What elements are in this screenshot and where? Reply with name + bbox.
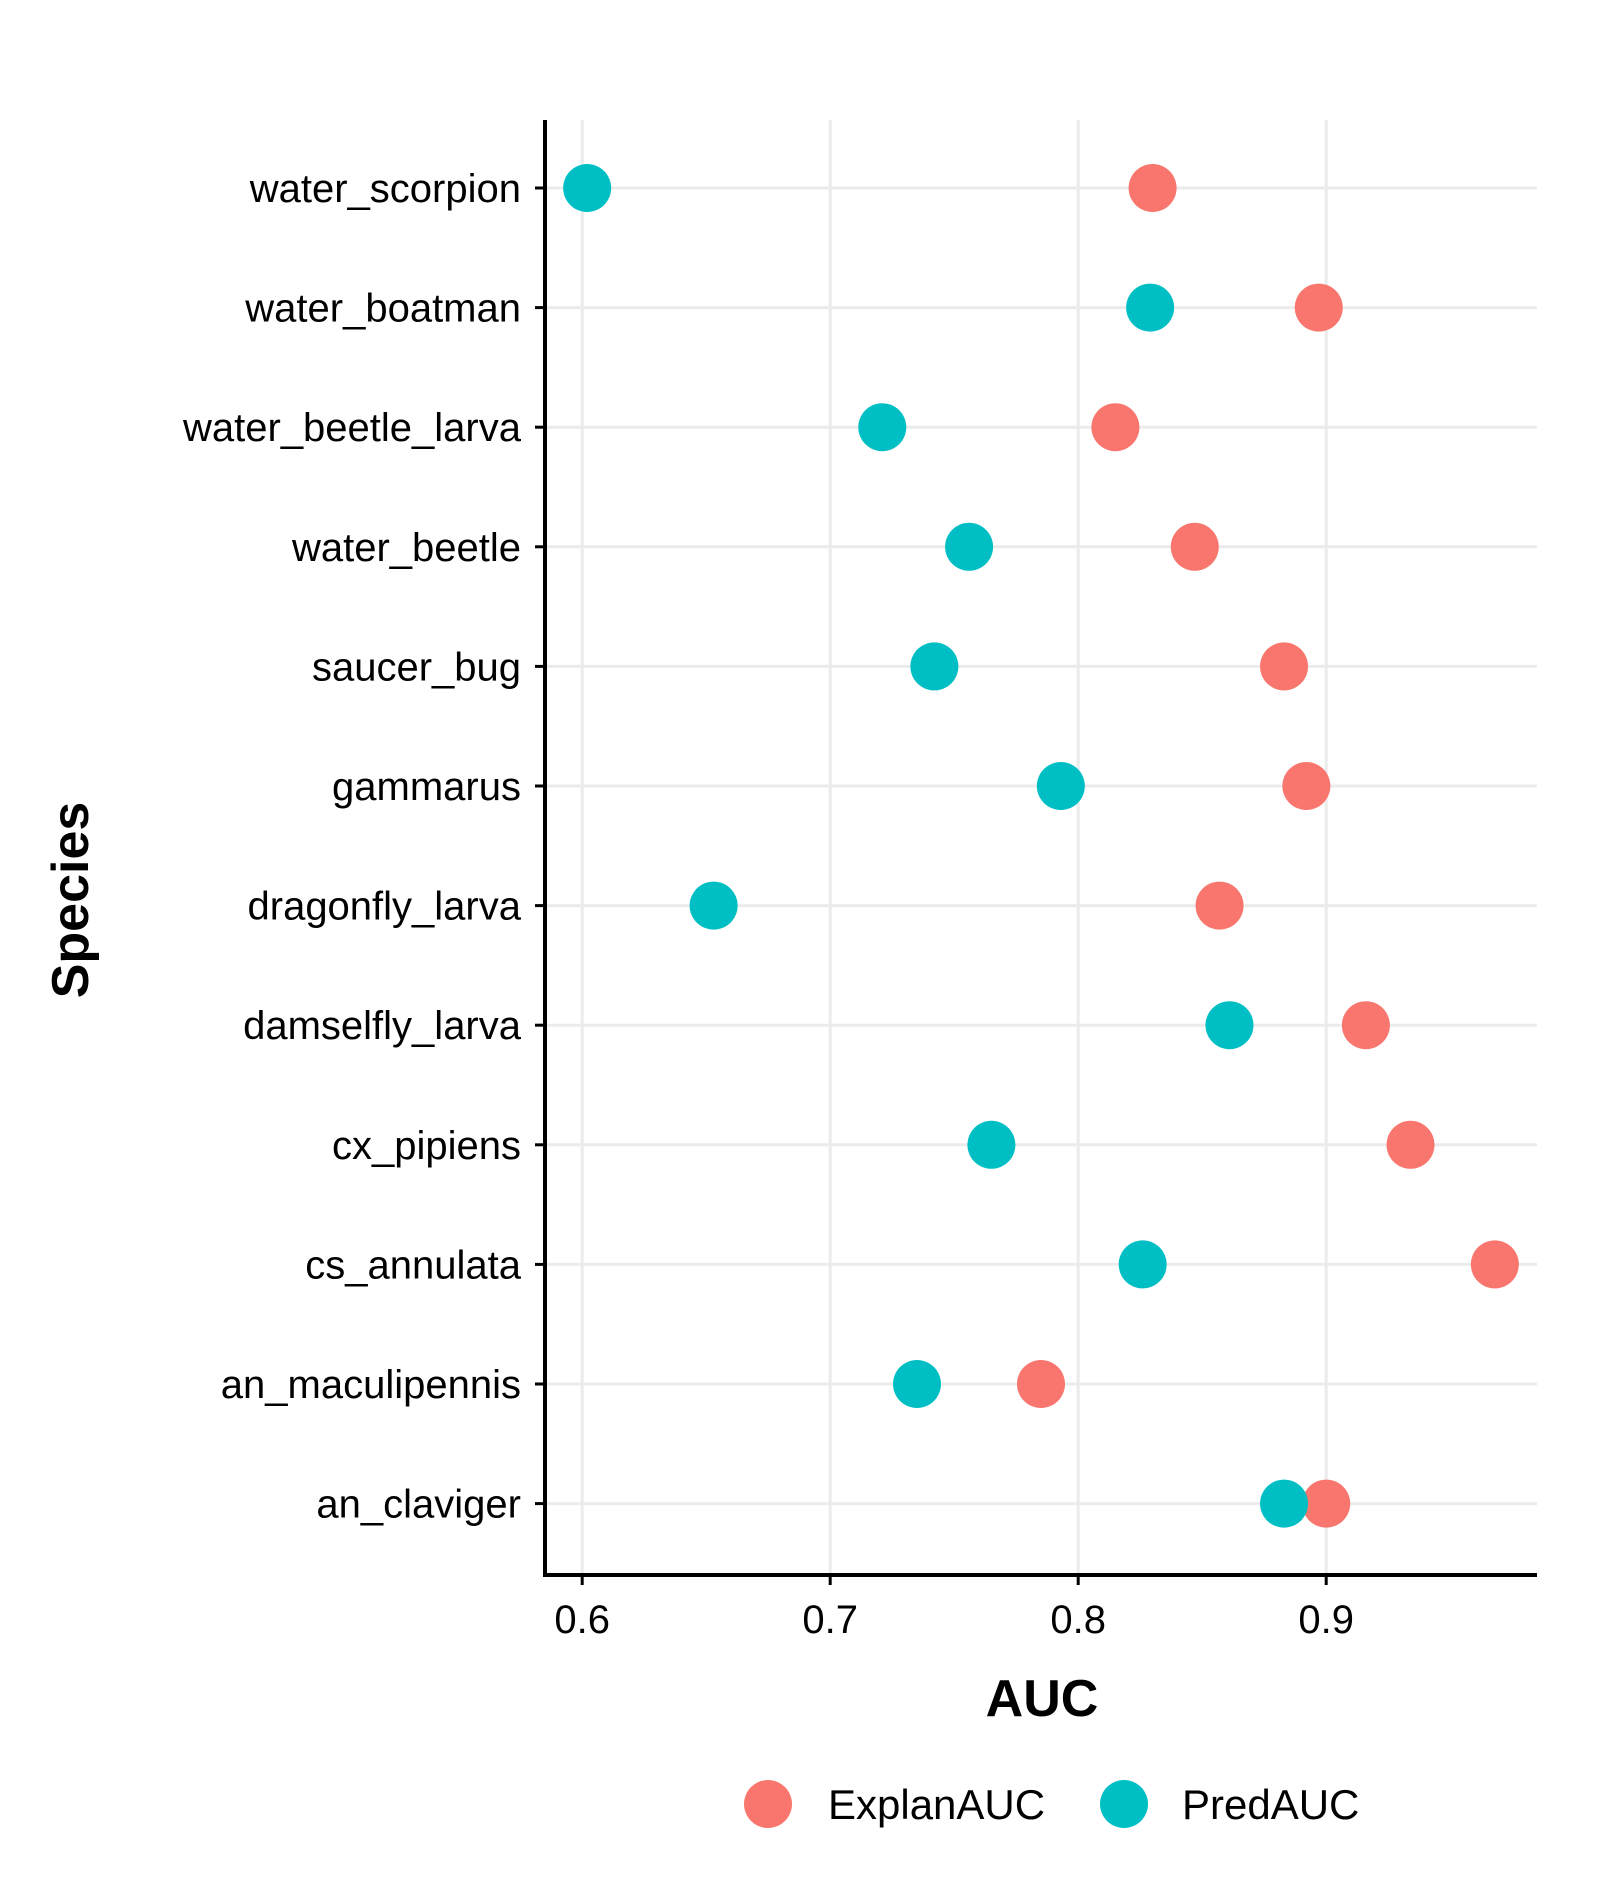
data-points [563, 164, 1519, 1528]
point-explanauc-an_maculipennis [1017, 1360, 1065, 1408]
y-tick-label: cx_pipiens [332, 1124, 521, 1168]
point-predauc-water_beetle [945, 522, 994, 571]
y-tick-label: cs_annulata [305, 1243, 521, 1287]
point-predauc-an_maculipennis [893, 1360, 941, 1408]
tick-labels: 0.6 0.7 0.8 0.9 water_scorpion water_boatmanw… [182, 167, 1354, 1642]
y-tick-label: water_beetle_larva [182, 406, 522, 450]
point-explanauc-water_boatman [1294, 283, 1343, 332]
legend: ExplanAUC PredAUC [744, 1780, 1359, 1828]
y-tick-label: saucer_bug [312, 645, 521, 689]
y-tick-label: water_beetle [291, 526, 521, 570]
point-predauc-dragonfly_larva [689, 881, 738, 930]
y-tick-label: water_scorpion [249, 167, 521, 211]
point-explanauc-gammarus [1282, 762, 1331, 810]
y-tick-label: an_claviger [316, 1483, 521, 1527]
legend-label-explanauc: ExplanAUC [828, 1781, 1045, 1828]
y-tick-label: damselfly_larva [243, 1004, 522, 1048]
point-predauc-cs_annulata [1118, 1240, 1167, 1289]
legend-key-explanauc [744, 1780, 792, 1828]
point-explanauc-water_beetle [1170, 522, 1219, 571]
point-explanauc-cx_pipiens [1386, 1120, 1435, 1169]
x-tick-label: 0.7 [802, 1598, 858, 1642]
y-axis-title: Species [42, 802, 100, 999]
point-predauc-cx_pipiens [967, 1120, 1016, 1169]
point-explanauc-water_beetle_larva [1091, 403, 1140, 452]
point-explanauc-water_scorpion [1128, 164, 1177, 212]
point-predauc-gammarus [1036, 762, 1085, 810]
grid [545, 120, 1537, 1575]
point-predauc-damselfly_larva [1205, 1001, 1254, 1050]
legend-label-predauc: PredAUC [1182, 1781, 1359, 1828]
axes [535, 120, 1537, 1585]
legend-key-predauc [1100, 1780, 1148, 1828]
y-tick-label: gammarus [332, 765, 521, 809]
point-predauc-saucer_bug [910, 642, 959, 691]
point-predauc-an_claviger [1260, 1479, 1309, 1528]
point-explanauc-cs_annulata [1470, 1240, 1519, 1289]
point-explanauc-damselfly_larva [1341, 1001, 1390, 1050]
point-predauc-water_beetle_larva [858, 403, 907, 452]
point-predauc-water_scorpion [563, 164, 612, 212]
x-tick-label: 0.8 [1050, 1598, 1106, 1642]
y-tick-label: water_boatman [244, 287, 521, 331]
y-tick-label: an_maculipennis [221, 1363, 521, 1407]
x-tick-label: 0.6 [554, 1598, 610, 1642]
point-explanauc-an_claviger [1302, 1479, 1351, 1528]
point-explanauc-saucer_bug [1260, 642, 1309, 691]
y-tick-label: dragonfly_larva [248, 885, 522, 929]
point-explanauc-dragonfly_larva [1195, 881, 1244, 930]
x-axis-title: AUC [986, 1670, 1099, 1728]
point-predauc-water_boatman [1126, 283, 1175, 332]
x-tick-label: 0.9 [1298, 1598, 1354, 1642]
